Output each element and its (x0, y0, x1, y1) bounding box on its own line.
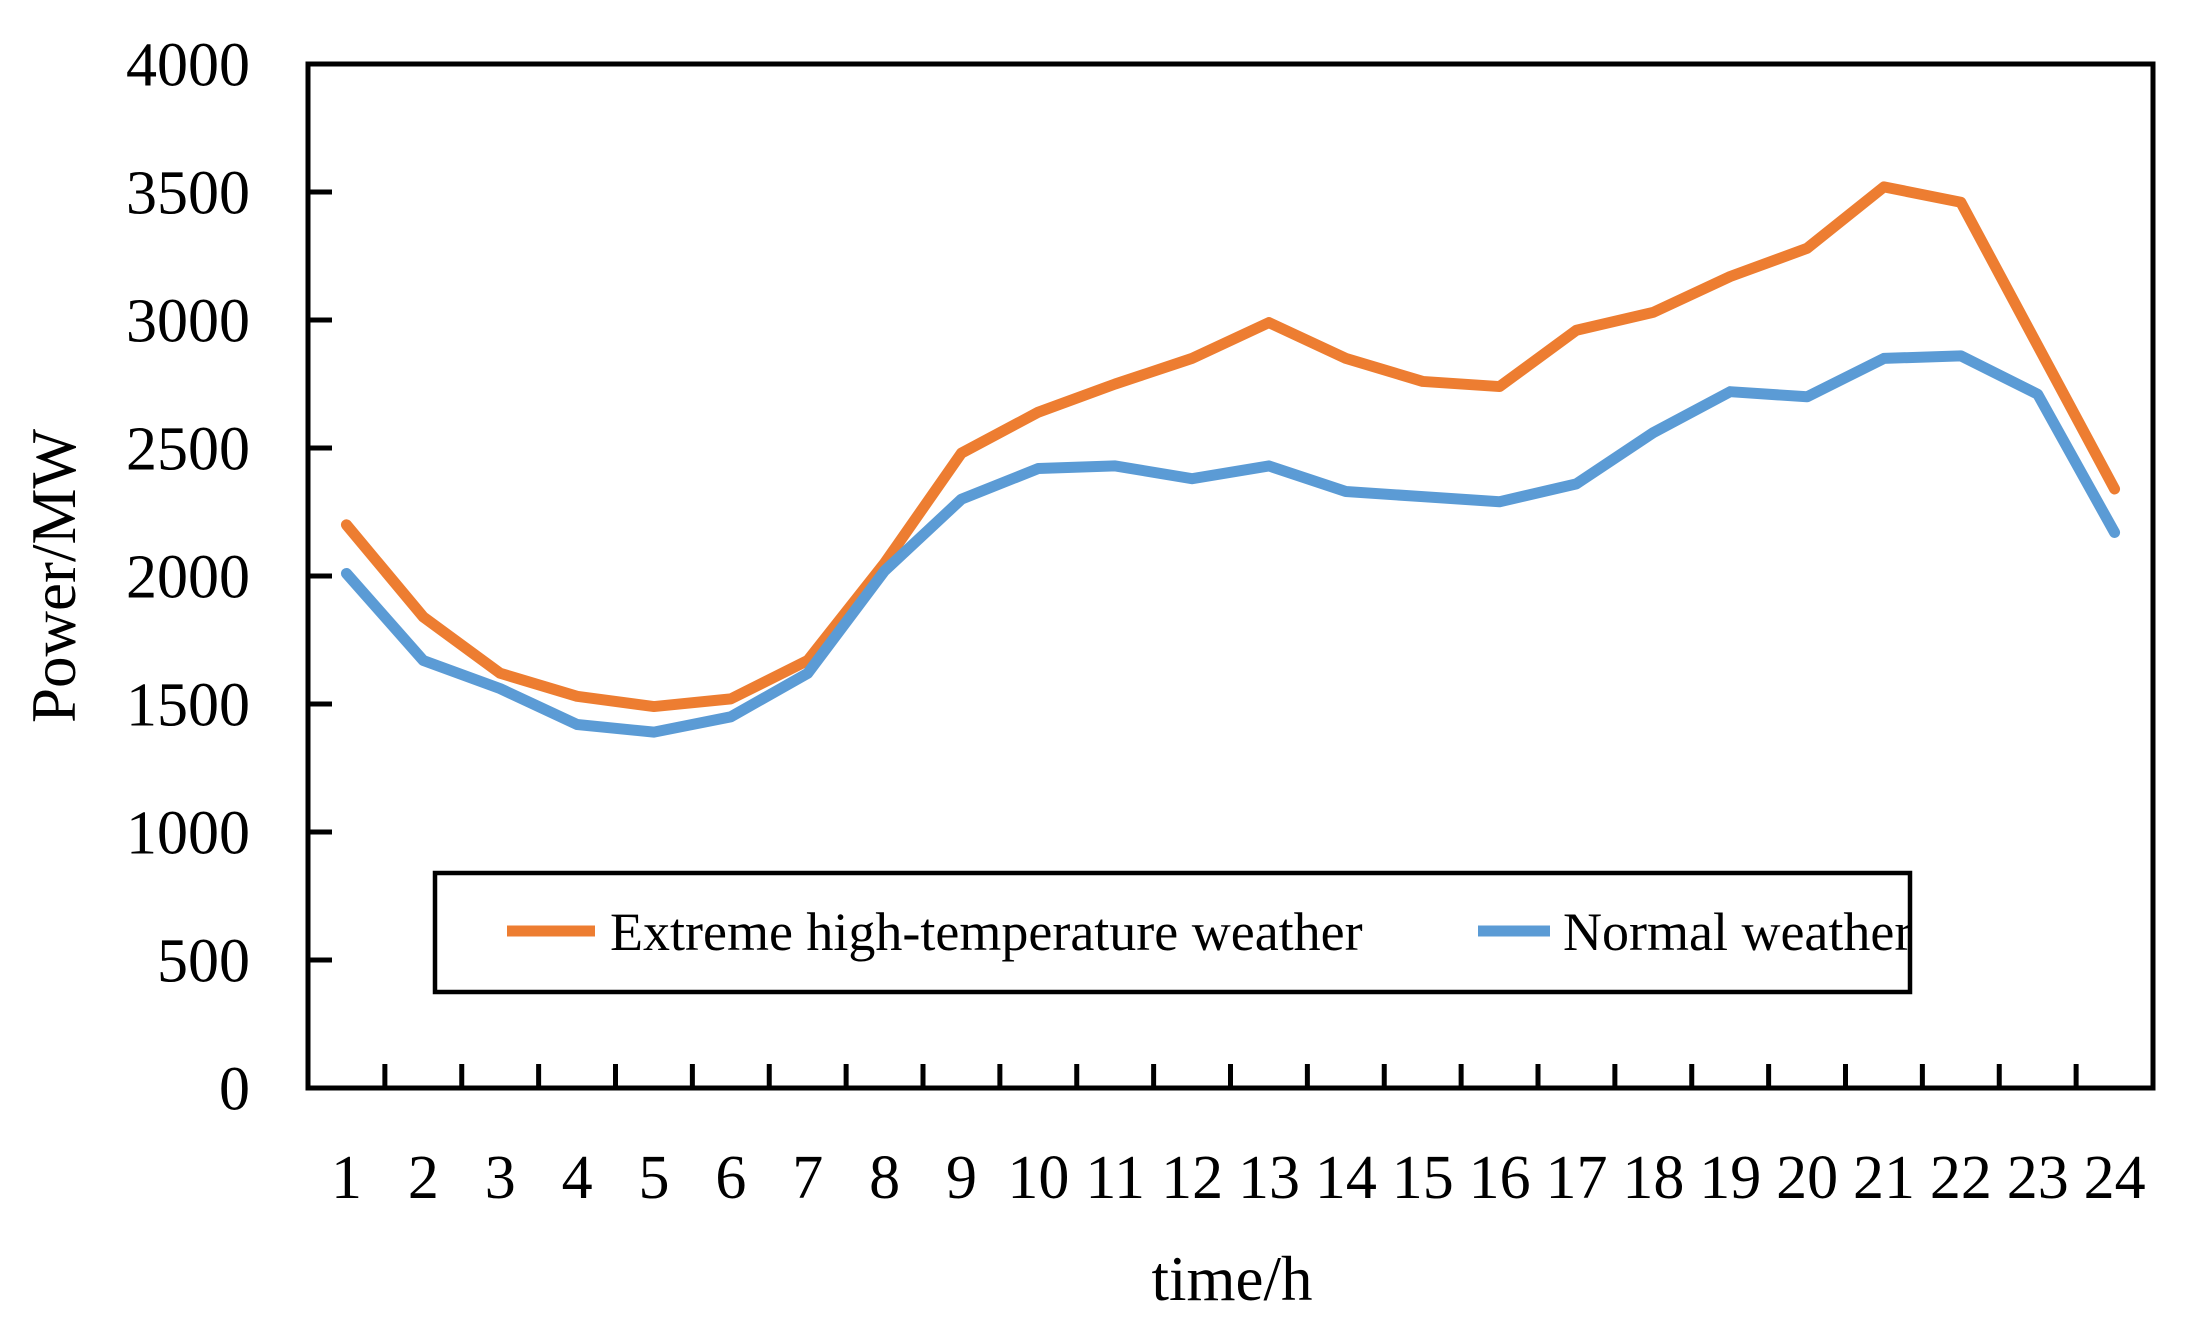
x-axis-tick-label: 8 (869, 1144, 900, 1212)
x-axis-tick-label: 1 (331, 1144, 362, 1212)
x-axis-tick-label: 16 (1469, 1144, 1531, 1212)
x-axis-tick-label: 10 (1007, 1144, 1069, 1212)
series-line-normal-weather (340, 350, 2121, 738)
x-axis-tick-label: 11 (1085, 1144, 1145, 1212)
y-axis-tick-label: 2000 (126, 544, 250, 612)
x-axis-tick-label: 13 (1238, 1144, 1300, 1212)
series-line-extreme-high-temperature (340, 181, 2121, 713)
legend-label-extreme-high-temperature: Extreme high-temperature weather (610, 902, 1363, 962)
x-axis-tick-label: 12 (1161, 1144, 1223, 1212)
y-axis-title: Power/MW (19, 428, 89, 722)
x-axis-tick-label: 19 (1699, 1144, 1761, 1212)
y-axis-tick-label: 3500 (126, 160, 250, 228)
y-axis-tick-label: 0 (219, 1056, 250, 1124)
x-axis-tick-label: 7 (792, 1144, 823, 1212)
y-axis-tick-label: 500 (157, 928, 250, 996)
x-axis-tick-label: 21 (1853, 1144, 1915, 1212)
x-axis-tick-label: 5 (638, 1144, 669, 1212)
x-axis-tick-label: 15 (1392, 1144, 1454, 1212)
x-axis-tick-label: 3 (485, 1144, 516, 1212)
y-axis-tick-label: 3000 (126, 288, 250, 356)
x-axis-tick-label: 20 (1776, 1144, 1838, 1212)
legend-label-normal-weather: Normal weather (1563, 902, 1912, 962)
x-axis-tick-label: 14 (1315, 1144, 1377, 1212)
x-axis-tick-label: 22 (1930, 1144, 1992, 1212)
x-axis-tick-label: 23 (2007, 1144, 2069, 1212)
y-axis-tick-label: 1000 (126, 800, 250, 868)
x-axis-tick-label: 18 (1622, 1144, 1684, 1212)
x-axis-tick-label: 6 (715, 1144, 746, 1212)
x-axis-tick-label: 24 (2084, 1144, 2146, 1212)
legend-box (432, 870, 1913, 995)
x-axis-tick-label: 2 (408, 1144, 439, 1212)
y-axis-tick-label: 2500 (126, 416, 250, 484)
x-axis-title: time/h (1152, 1244, 1313, 1314)
x-axis-tick-label: 4 (562, 1144, 593, 1212)
x-axis-tick-label: 17 (1545, 1144, 1607, 1212)
x-axis-tick-label: 9 (946, 1144, 977, 1212)
y-axis-tick-label: 4000 (126, 32, 250, 100)
y-axis-tick-label: 1500 (126, 672, 250, 740)
